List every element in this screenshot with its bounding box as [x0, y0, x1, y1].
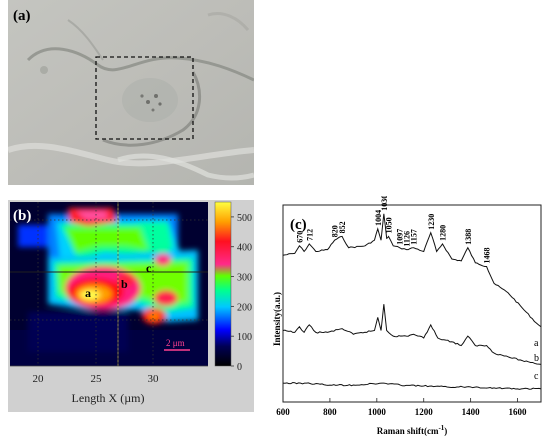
- x-tick-30: 30: [148, 373, 160, 385]
- series-labels: abc: [534, 338, 539, 382]
- x-tick-25: 25: [91, 373, 103, 385]
- spectra-x-tick-label: 600: [276, 407, 290, 417]
- colorbar-tick-label: 400: [237, 243, 252, 254]
- peak-label: 1280: [439, 225, 448, 241]
- peak-label: 1050: [385, 217, 394, 233]
- spectra-x-axis-label: Raman shift(cm-1): [377, 424, 448, 436]
- peak-label: 820: [331, 225, 340, 237]
- peak-label: 852: [338, 221, 347, 233]
- point-label-b: b: [121, 277, 128, 291]
- heatmap-x-axis: 20 25 30 Length X (µm): [10, 365, 208, 405]
- spectra-x-tick-label: 1400: [462, 407, 481, 417]
- peak-label: 1388: [464, 229, 473, 245]
- colorbar: 0 100 200 300 400 500: [214, 201, 252, 373]
- spectra-x-tick-label: 1000: [368, 407, 387, 417]
- peak-label: 1126: [402, 231, 411, 247]
- spectra-plot-frame: [282, 204, 542, 403]
- panel-b-label: (b): [13, 208, 31, 224]
- peak-label: 1097: [396, 229, 405, 245]
- spectrum-line-b: [282, 304, 542, 365]
- raman-spectra-panel: (c) Intensity(a.u.) 600 800 1000 1200 1400 16…: [272, 195, 550, 440]
- raman-map-chart: a b c 2 μm (b) 0 100 200 300 400 500 20 25 30…: [8, 200, 254, 412]
- series-label-a: a: [534, 338, 539, 349]
- point-label-c: c: [146, 261, 152, 275]
- spectra-x-tick-label: 1600: [509, 407, 527, 417]
- colorbar-tick-label: 200: [237, 302, 252, 313]
- spectra-x-tick-label: 1200: [415, 407, 434, 417]
- peak-label: 1230: [427, 214, 436, 230]
- point-label-a: a: [85, 286, 91, 300]
- spectra-x-tick-label: 800: [323, 407, 337, 417]
- micrograph-image: (a): [7, 0, 255, 185]
- peak-label: 670: [295, 231, 304, 243]
- x-tick-20: 20: [33, 373, 45, 385]
- heatmap-grid: [10, 202, 208, 366]
- peak-label: 1157: [410, 229, 419, 245]
- peak-label: 1468: [483, 248, 492, 264]
- raman-spectra-chart: (c) Intensity(a.u.) 600 800 1000 1200 1400 16…: [272, 195, 542, 436]
- colorbar-tick-label: 100: [237, 332, 252, 343]
- scale-bar-label: 2 μm: [166, 338, 185, 348]
- heatmap-x-axis-label: Length X (µm): [72, 391, 145, 405]
- panel-c-label: (c): [290, 217, 307, 233]
- heatmap-plot-area: a b c 2 μm (b): [10, 202, 208, 366]
- colorbar-tick-label: 0: [237, 362, 242, 373]
- spectra-x-axis: 600 800 1000 1200 1400 1600: [276, 398, 527, 417]
- spectra-series-group: [282, 213, 542, 390]
- spectrum-line-c: [282, 382, 542, 390]
- peak-label: 1030: [380, 196, 389, 211]
- colorbar-tick-label: 500: [237, 213, 252, 224]
- spectrum-line-a: [282, 213, 542, 328]
- colorbar-tick-label: 300: [237, 273, 252, 284]
- selection-box: [95, 56, 194, 140]
- series-label-b: b: [534, 353, 539, 364]
- series-label-c: c: [534, 371, 539, 382]
- spectra-y-axis-label: Intensity(a.u.): [272, 292, 282, 346]
- peak-label: 1004: [374, 210, 383, 226]
- panel-a-label: (a): [13, 8, 31, 24]
- peak-label: 712: [305, 229, 314, 241]
- micrograph-panel: (a): [7, 0, 255, 185]
- raman-map-panel: a b c 2 μm (b) 0 100 200 300 400 500 20 25 30…: [8, 200, 254, 412]
